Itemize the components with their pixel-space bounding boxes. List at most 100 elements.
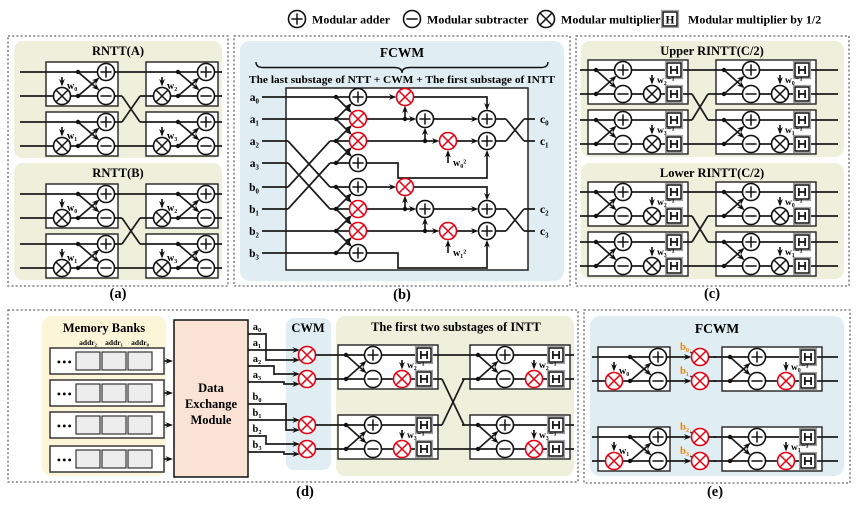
- bus-label: b₁: [253, 408, 262, 419]
- input-label: b₀: [249, 182, 259, 194]
- addr-label: addr₀: [131, 338, 149, 347]
- crossover-wires: [691, 191, 838, 267]
- intt-butterfly-unit: [580, 110, 692, 154]
- twiddle-label: w₃⁻¹: [657, 248, 675, 258]
- ntt-butterfly-unit: [140, 184, 222, 228]
- twiddle-label: w₀: [67, 81, 77, 92]
- twiddle-label: w₃⁻¹: [539, 431, 557, 441]
- wires: [708, 356, 838, 382]
- wires: [20, 193, 40, 269]
- intt-butterfly-unit: [462, 415, 574, 459]
- crossover-wires: [691, 69, 838, 145]
- half-multiplier-symbol: H: [666, 15, 675, 27]
- twiddle-label: w₃: [167, 253, 177, 264]
- twiddle-label: w₁: [67, 131, 77, 142]
- point-label: b₂: [680, 422, 689, 433]
- modular-adder-icon: [287, 9, 307, 29]
- twiddle-label: w₁⁻¹: [785, 248, 803, 258]
- bus-label: b₂: [253, 424, 262, 435]
- ntt-butterfly-unit: [140, 62, 222, 106]
- twiddle-label: w₁: [67, 253, 77, 264]
- bus-label: a₂: [253, 354, 261, 365]
- twiddle-label: w₂⁻¹: [657, 76, 675, 86]
- wires: [20, 71, 40, 147]
- crossover-wires: [121, 71, 141, 147]
- block-title: RNTT(A): [92, 44, 144, 58]
- panel-c: Upper RINTT(C/2) w₂⁻¹ w₃⁻¹ w₀⁻¹ w₁⁻¹ Low…: [575, 35, 850, 302]
- intt-butterfly-unit: [580, 182, 692, 226]
- modular-multiplier-icon: [536, 9, 556, 29]
- dem-text: Module: [191, 413, 232, 427]
- cwm-routing-wires: [248, 333, 298, 455]
- wires: [262, 96, 358, 254]
- ntt-butterfly-unit: [40, 112, 122, 156]
- addr-label: addr₁: [105, 338, 123, 347]
- intt-butterfly-unit: [330, 415, 442, 459]
- panel-caption: (c): [704, 286, 720, 302]
- twiddle-label: w₁: [619, 446, 629, 457]
- bank-dots: •••: [57, 455, 73, 467]
- panel-c-border: [575, 35, 850, 287]
- block-title: RNTT(B): [92, 166, 143, 180]
- input-label: a₁: [250, 114, 259, 126]
- fan-wires: [335, 96, 351, 164]
- bank-dots: •••: [57, 357, 73, 369]
- intt-butterfly-unit: [580, 232, 692, 276]
- memory-cell: [75, 449, 101, 469]
- panel-b: FCWM The last substage of NTT + CWM + Th…: [233, 35, 571, 303]
- panel-a: RNTT(A) w₀ w₁ w₂ w₃ RNTT(B) w₀ w₁ w₂ w₃ …: [7, 35, 229, 302]
- data-exchange-module: [173, 319, 249, 478]
- wires: [366, 152, 488, 179]
- output-label: c₁: [540, 136, 549, 148]
- point-label: b₀: [680, 342, 689, 353]
- input-label: b₃: [249, 248, 259, 260]
- cwm-title: CWM: [291, 321, 325, 335]
- bank-arrows: [164, 360, 171, 460]
- memory-bank-row: •••: [49, 347, 165, 375]
- panel-a-border: [7, 35, 229, 287]
- memory-cell: [75, 351, 101, 371]
- memory-banks-title: Memory Banks: [63, 321, 145, 335]
- ntt-butterfly-unit: [592, 347, 674, 391]
- fan-wires: [335, 186, 351, 254]
- memory-cell: [101, 449, 127, 469]
- wires: [708, 436, 838, 462]
- input-label: a₀: [250, 92, 260, 104]
- crossover-wires: [441, 354, 465, 450]
- twiddle-label: w₃⁻¹: [407, 431, 425, 441]
- twiddle-label: w₁²: [453, 248, 466, 259]
- legend-label-adder: Modular adder: [312, 13, 391, 27]
- input-label: b₂: [249, 226, 259, 238]
- memory-bank-row: •••: [49, 379, 165, 407]
- intt-title: The first two substages of INTT: [371, 320, 541, 334]
- memory-cell: [101, 351, 127, 371]
- twiddle-label: w₀: [67, 203, 77, 214]
- addr-label: addr₂: [79, 338, 97, 347]
- bus-label: a₃: [253, 370, 261, 381]
- twiddle-label: w₂: [167, 81, 177, 92]
- ntt-butterfly-unit: [140, 234, 222, 278]
- bus-label: a₀: [253, 322, 261, 333]
- cwm-block: [286, 318, 331, 470]
- intt-butterfly-unit: [330, 345, 442, 389]
- twiddle-label: w₀⁻¹: [785, 198, 803, 208]
- memory-cell: [101, 383, 127, 403]
- ntt-butterfly-unit: [40, 234, 122, 278]
- output-label: c₀: [540, 114, 549, 126]
- bank-dots: •••: [57, 389, 73, 401]
- twiddle-label: w₂⁻¹: [539, 361, 557, 371]
- twiddle-label: w₀⁻¹: [785, 76, 803, 86]
- block-subtitle: The last substage of NTT + CWM + The fir…: [249, 74, 556, 86]
- legend-label-half-multiplier: Modular multiplier by 1/2: [688, 13, 821, 27]
- intt-butterfly-unit: [708, 60, 820, 104]
- block-title: FCWM: [695, 321, 739, 336]
- output-crossing: [495, 208, 535, 232]
- modular-subtracter-icon: [402, 9, 422, 29]
- input-label: a₂: [250, 136, 260, 148]
- dem-text: Data: [198, 381, 224, 395]
- panel-e-border: [583, 309, 851, 484]
- legend: Modular adder Modular subtracter Modular…: [287, 9, 821, 29]
- panel-d-border: [7, 309, 579, 483]
- twiddle-label: w₀: [619, 366, 629, 377]
